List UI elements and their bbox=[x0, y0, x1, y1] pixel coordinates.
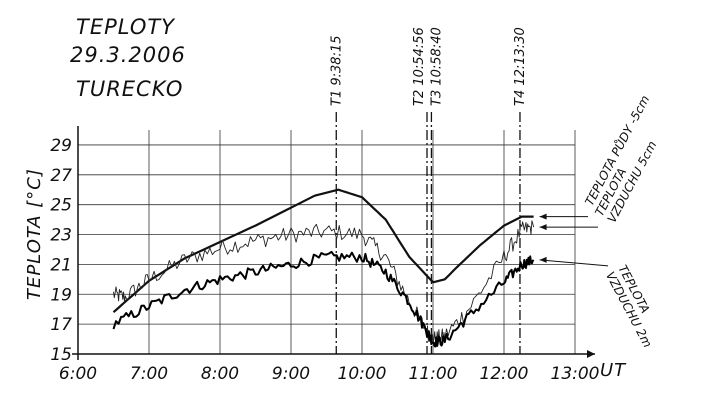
title-line-1: TEPLOTY bbox=[76, 15, 176, 39]
x-tick-label: 12:00 bbox=[480, 364, 529, 384]
series-line bbox=[112, 250, 535, 348]
time-marker-label: T4 12:13:30 bbox=[513, 27, 528, 106]
y-tick-label: 17 bbox=[50, 315, 72, 335]
x-tick-label: 11:00 bbox=[409, 364, 458, 384]
series-leader-arrow bbox=[539, 213, 547, 220]
series-leader bbox=[539, 259, 609, 267]
series-line bbox=[112, 188, 534, 314]
y-tick-label: 15 bbox=[50, 345, 72, 365]
y-tick-label: 25 bbox=[50, 196, 72, 216]
title-line-2: 29.3.2006 bbox=[70, 43, 186, 67]
time-marker-label: T2 10:54:56 bbox=[412, 27, 427, 106]
x-tick-label: 10:00 bbox=[338, 364, 387, 384]
x-tick-label: 13:00 bbox=[551, 364, 600, 384]
chart-axes bbox=[72, 126, 595, 360]
chart-title: TEPLOTY 29.3.2006 TURECKO bbox=[70, 15, 186, 101]
y-tick-label: 23 bbox=[50, 226, 72, 246]
x-tick-label: 7:00 bbox=[130, 364, 168, 384]
time-marker-label: T1 9:38:15 bbox=[329, 36, 344, 106]
y-tick-label: 19 bbox=[50, 285, 72, 305]
time-markers: T1 9:38:15 T2 10:54:56 T3 10:58:40 T4 12:13… bbox=[329, 27, 528, 354]
series-leader-arrow bbox=[539, 256, 547, 263]
y-tick-label: 29 bbox=[50, 136, 72, 156]
tick-labels: 15 17 19 21 23 25 27 29 6:00 7:00 8:00 9:00 10:00 11:… bbox=[50, 136, 599, 384]
x-tick-label: 9:00 bbox=[272, 364, 310, 384]
x-tick-label: 8:00 bbox=[201, 364, 239, 384]
series-line bbox=[113, 220, 535, 346]
time-marker-label: T3 10:58:40 bbox=[429, 27, 444, 106]
chart-grid bbox=[78, 130, 576, 354]
series-lines bbox=[112, 188, 535, 348]
y-tick-label: 27 bbox=[50, 166, 72, 186]
title-line-3: TURECKO bbox=[76, 77, 183, 101]
x-tick-label: 6:00 bbox=[59, 364, 97, 384]
y-axis-label: TEPLOTA [°C] bbox=[24, 168, 45, 300]
x-axis-arrow bbox=[587, 350, 595, 358]
series-label: TEPLOTAVZDUCHU 2m bbox=[603, 263, 667, 350]
series-leader-arrow bbox=[539, 224, 547, 231]
y-tick-label: 21 bbox=[50, 255, 72, 275]
x-axis-label: UT bbox=[600, 360, 627, 381]
